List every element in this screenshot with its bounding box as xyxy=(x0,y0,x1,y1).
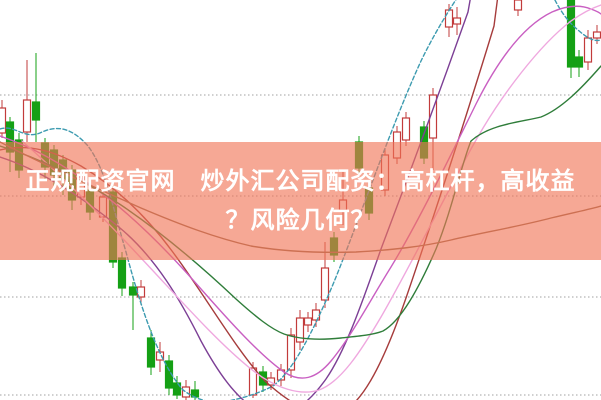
banner-title-line1: 正规配资官网 炒外汇公司配资：高杠杆，高收益 xyxy=(25,168,576,195)
banner-title-line2: ？风险几何？ xyxy=(225,207,376,234)
title-banner: 正规配资官网 炒外汇公司配资：高杠杆，高收益 ？风险几何？ xyxy=(0,142,601,260)
